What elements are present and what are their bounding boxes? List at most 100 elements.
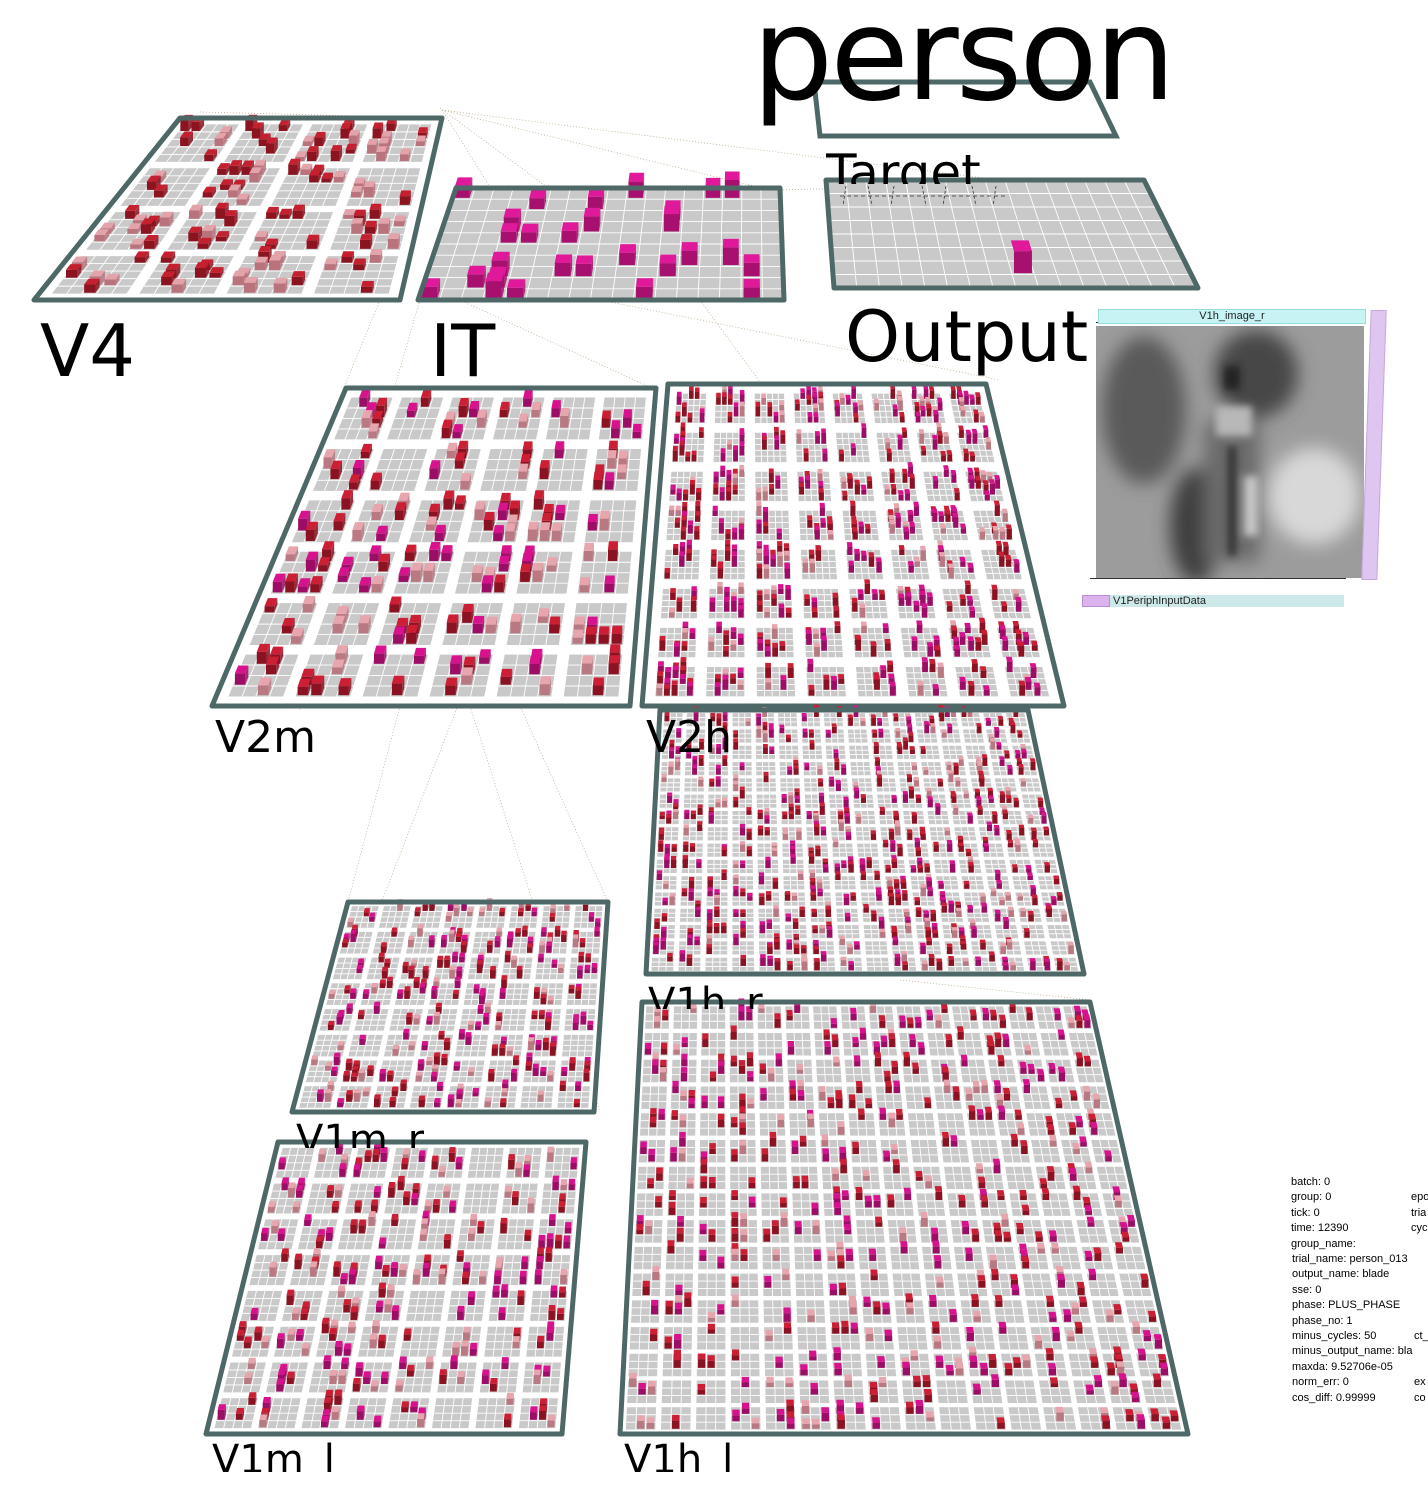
unit-top	[768, 468, 774, 474]
unit-top	[539, 460, 550, 469]
unit-front	[665, 671, 671, 679]
unit-front	[853, 417, 859, 423]
unit-top	[888, 673, 895, 679]
unit-top	[310, 576, 323, 585]
grid-line	[692, 393, 695, 424]
unit-front	[722, 247, 739, 266]
unit-front	[305, 559, 316, 572]
unit-front	[583, 550, 593, 561]
unit-top	[817, 468, 823, 474]
unit-top	[219, 126, 233, 132]
unit-top	[524, 545, 535, 554]
grid-line	[672, 627, 676, 658]
unit-top	[657, 671, 664, 676]
unit-top	[398, 567, 411, 576]
unit-top	[834, 401, 840, 407]
layer-output[interactable]	[823, 177, 1201, 291]
unit-front	[229, 165, 239, 175]
unit-front	[531, 409, 540, 418]
unit-top	[657, 661, 664, 666]
unit-top	[573, 616, 585, 625]
unit-front	[769, 488, 775, 495]
grid-line	[771, 393, 774, 424]
grid-line	[809, 471, 813, 502]
unit-front	[713, 476, 719, 483]
unit-side	[520, 613, 522, 634]
unit-side	[385, 525, 388, 541]
unit-side	[208, 237, 212, 249]
unit-front	[851, 388, 856, 399]
unit-front	[285, 581, 295, 593]
unit-top	[769, 746, 775, 750]
unit-side	[508, 492, 511, 510]
unit-top	[127, 223, 142, 229]
unit-front	[680, 531, 686, 540]
unit-top	[609, 644, 621, 653]
unit-top	[756, 563, 763, 569]
unit-side	[212, 224, 216, 242]
unit-side	[463, 495, 466, 510]
layer-it[interactable]	[415, 171, 787, 303]
unit-top	[681, 641, 688, 646]
unit-front	[337, 575, 348, 582]
unit-top	[202, 186, 216, 193]
grid-line	[887, 471, 892, 502]
unit-front	[371, 584, 382, 593]
unit-front	[671, 684, 678, 696]
unit-front	[539, 684, 550, 696]
unit-top	[681, 242, 698, 251]
unit-top	[363, 181, 376, 187]
unit-top	[604, 472, 615, 481]
unit-front	[619, 252, 635, 266]
grid-line	[824, 510, 828, 541]
layer-v2m[interactable]	[209, 385, 659, 709]
grid-line	[677, 549, 680, 580]
unit-front	[454, 503, 464, 510]
grid-line	[724, 510, 726, 541]
grid-line	[793, 794, 795, 808]
unit-top	[337, 567, 350, 576]
unit-top	[224, 210, 238, 216]
unit-front	[413, 655, 424, 664]
unit-front	[922, 661, 928, 673]
grid-line	[766, 432, 769, 463]
unit-top	[909, 746, 915, 750]
unit-front	[533, 498, 543, 510]
unit-front	[775, 479, 781, 489]
unit-front	[772, 647, 778, 657]
unit-top	[897, 396, 903, 401]
unit-top	[444, 411, 456, 420]
unit-front	[787, 667, 794, 679]
layer-v2h[interactable]	[639, 381, 1067, 709]
unit-side	[137, 223, 142, 234]
unit-top	[711, 549, 717, 554]
unit-front	[601, 418, 610, 428]
unit-top	[301, 668, 315, 677]
unit-top	[1021, 749, 1027, 753]
unit-top	[254, 231, 268, 237]
grid-line	[866, 627, 871, 658]
unit-front	[458, 405, 467, 418]
unit-group	[857, 843, 879, 857]
layer-target[interactable]	[811, 79, 1120, 139]
unit-side	[547, 608, 549, 623]
unit-front	[737, 684, 744, 690]
unit-top	[472, 615, 485, 624]
unit-side	[423, 647, 427, 664]
unit-front	[909, 478, 915, 489]
layer-v4[interactable]	[31, 114, 445, 303]
unit-top	[695, 511, 701, 516]
unit-front	[224, 215, 235, 227]
unit-side	[603, 677, 605, 696]
unit-top	[925, 396, 931, 402]
unit-top	[764, 589, 770, 595]
unit-top	[371, 576, 384, 585]
unit-front	[583, 216, 599, 232]
unit-front	[807, 663, 814, 673]
unit-front	[778, 588, 784, 595]
unit-top	[933, 635, 940, 640]
unit-top	[541, 512, 553, 521]
unit-front	[838, 678, 845, 684]
unit-front	[443, 498, 453, 510]
